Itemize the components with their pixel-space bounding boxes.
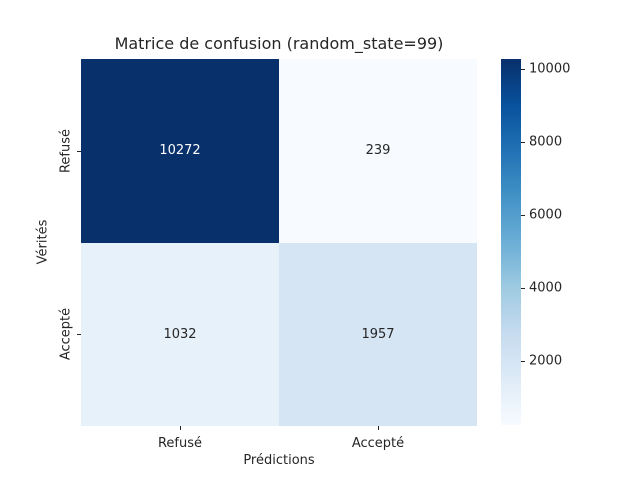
cell-value: 239 (365, 143, 391, 159)
colorbar (501, 59, 521, 425)
x-tick-label-Accepté: Accepté (351, 436, 405, 451)
heatmap-cell-Refusé-Refusé: 10272 (81, 59, 279, 243)
colorbar-tick-mark (521, 68, 525, 70)
y-tick-label-Accepté: Accepté (58, 308, 74, 361)
heatmap-cell-Accepté-Accepté: 1957 (279, 242, 477, 426)
y-tick-mark (77, 334, 81, 336)
colorbar-tick-label-6000: 6000 (529, 207, 563, 223)
colorbar-tick-mark (521, 141, 525, 143)
colorbar-tick-mark (521, 360, 525, 362)
colorbar-tick-mark (521, 214, 525, 216)
colorbar-tick-mark (521, 287, 525, 289)
x-tick-mark (378, 426, 379, 430)
cell-value: 1957 (361, 326, 395, 342)
colorbar-tick-label-8000: 8000 (529, 134, 563, 150)
x-tick-label-Refusé: Refusé (157, 436, 203, 451)
y-tick-mark (77, 150, 81, 152)
heatmap-cell-Accepté-Refusé: 1032 (81, 242, 279, 426)
x-tick-mark (180, 426, 181, 430)
y-axis-label: Vérités (35, 219, 51, 265)
cell-value: 1032 (163, 326, 197, 342)
heatmap-cell-Refusé-Accepté: 239 (279, 59, 477, 243)
heatmap-grid: 10272 239 1032 1957 (81, 59, 477, 426)
colorbar-tick-label-4000: 4000 (529, 280, 563, 296)
y-tick-label-Refusé: Refusé (58, 128, 74, 173)
colorbar-tick-label-2000: 2000 (529, 353, 563, 369)
colorbar-tick-label-10000: 10000 (529, 61, 571, 77)
chart-title: Matrice de confusion (random_state=99) (114, 34, 444, 53)
cell-value: 10272 (159, 143, 201, 159)
x-axis-label: Prédictions (243, 453, 315, 468)
